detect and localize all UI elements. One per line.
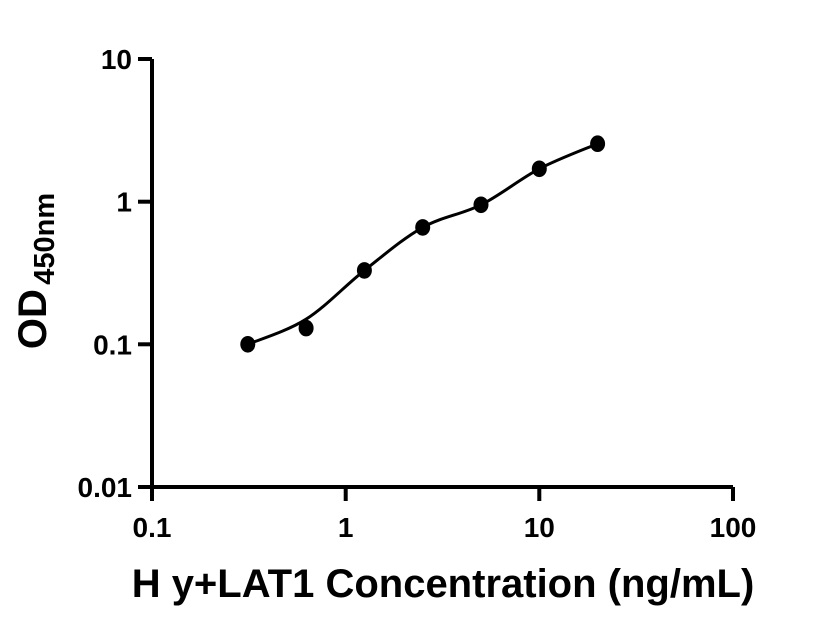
x-tick-label: 100 (710, 512, 757, 543)
y-tick-label: 0.01 (78, 472, 133, 503)
x-tick-label: 0.1 (133, 512, 172, 543)
x-tick-label: 10 (524, 512, 555, 543)
y-tick-label: 0.1 (93, 329, 132, 360)
data-point-marker (531, 160, 547, 178)
data-point-marker (415, 219, 431, 236)
data-point-marker (473, 196, 489, 214)
y-tick-label: 1 (116, 187, 132, 218)
data-point-marker (298, 319, 314, 337)
y-tick-label: 10 (101, 44, 132, 75)
y-axis-title: OD 450nm (11, 193, 61, 349)
y-axis-title-main: OD (11, 289, 55, 349)
x-tick-label: 1 (338, 512, 354, 543)
data-point-marker (356, 262, 372, 279)
x-axis-title: H y+LAT1 Concentration (ng/mL) (132, 562, 755, 606)
y-axis-title-sub: 450nm (29, 193, 61, 285)
data-point-marker (590, 135, 606, 152)
data-point-marker (240, 336, 256, 353)
